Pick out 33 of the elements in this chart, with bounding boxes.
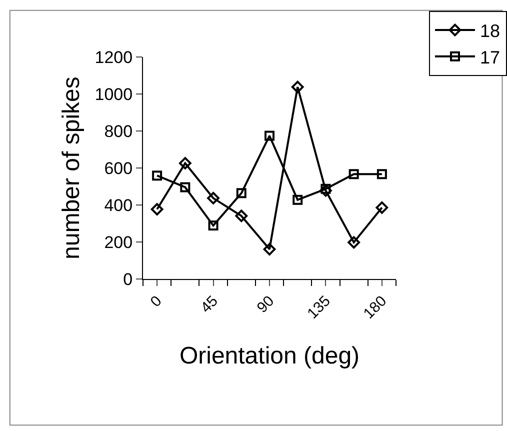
y-tick-label: 400	[104, 196, 133, 215]
x-tick-label: 135	[304, 292, 334, 322]
x-tick-label: 180	[360, 292, 390, 322]
x-axis-title: Orientation (deg)	[179, 342, 360, 370]
legend-label: 17	[480, 47, 500, 68]
point	[152, 170, 162, 181]
legend-label: 18	[480, 20, 500, 41]
point	[291, 80, 304, 94]
point	[150, 203, 164, 216]
point	[207, 192, 220, 204]
point	[348, 236, 360, 249]
point	[348, 169, 359, 180]
point	[235, 210, 248, 222]
point	[208, 220, 218, 231]
point	[180, 182, 190, 192]
point	[264, 130, 274, 141]
point	[236, 188, 246, 198]
point	[292, 194, 303, 205]
point	[376, 169, 387, 180]
point	[376, 201, 388, 214]
y-tick-label: 1000	[94, 84, 133, 104]
y-tick-label: 0	[123, 270, 133, 289]
x-tick-label: 0	[147, 292, 166, 311]
point	[320, 184, 331, 194]
y-tick-label: 200	[104, 232, 133, 252]
point	[178, 156, 192, 170]
y-tick-label: 600	[104, 158, 133, 178]
x-tick-label: 45	[198, 292, 222, 316]
y-tick-label: 800	[104, 122, 133, 141]
y-axis-title: number of spikes	[58, 76, 85, 260]
y-tick-label: 1200	[94, 48, 133, 67]
point	[263, 243, 276, 256]
x-tick-label: 90	[254, 292, 278, 316]
